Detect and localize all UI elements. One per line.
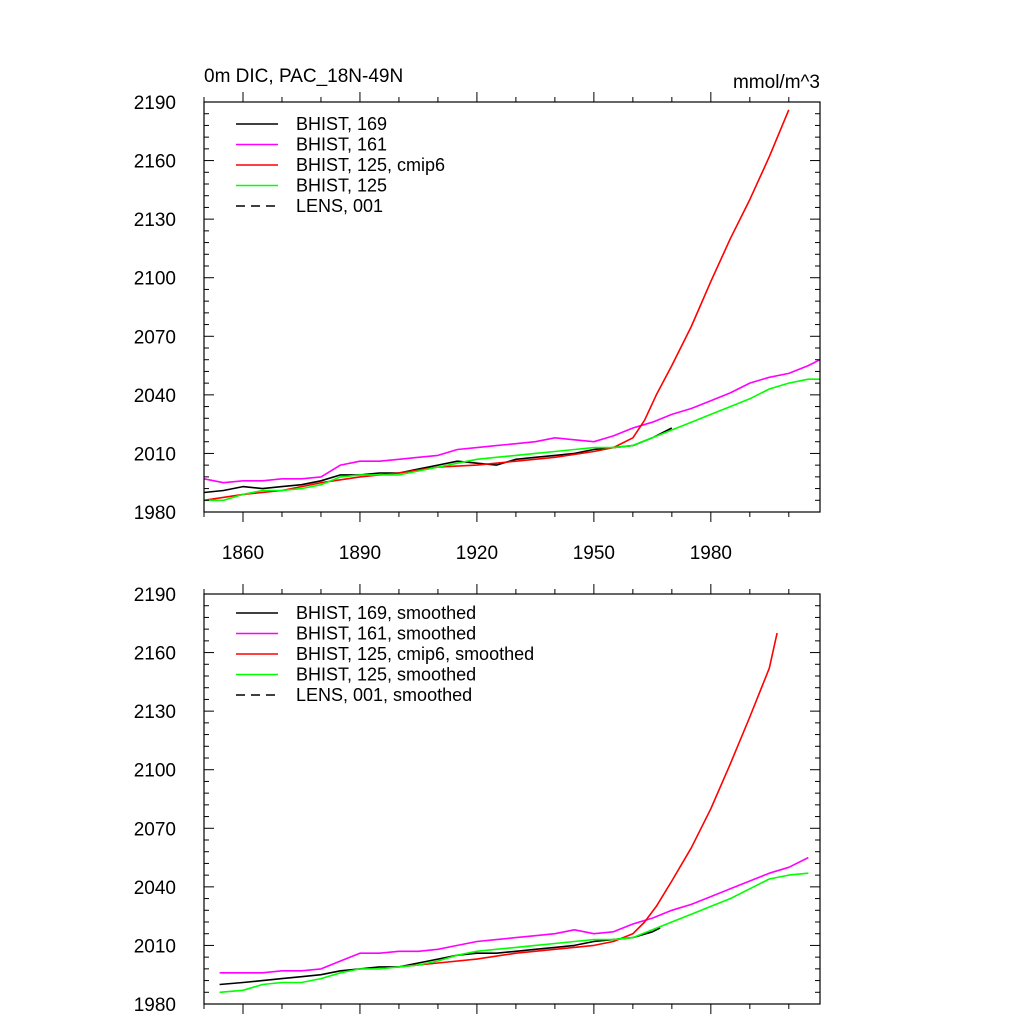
chart-0-series-line-2: [203, 109, 790, 502]
chart-1-legend-label-3: BHIST, 125, smoothed: [296, 665, 476, 685]
chart-1-legend-label-2: BHIST, 125, cmip6, smoothed: [296, 644, 534, 664]
chart-0-y-tick-label-6: 2160: [134, 152, 176, 173]
chart-0-x-tick-label-4: 1980: [690, 543, 732, 564]
chart-0-legend-label-3: BHIST, 125: [296, 176, 387, 196]
chart-0-x-tick-label-1: 1890: [339, 543, 381, 564]
chart-1-y-tick-label-7: 2190: [134, 585, 176, 606]
chart-1-plot-frame: [203, 593, 821, 1005]
chart-0-legend-label-4: LENS, 001: [296, 196, 383, 216]
chart-1-series-line-2: [398, 632, 778, 968]
chart-1-series-line-0: [219, 927, 661, 986]
chart-0-series-line-1: [203, 358, 821, 484]
chart-0-y-tick-label-2: 2040: [134, 386, 176, 407]
chart-1-y-tick-label-0: 1980: [134, 995, 176, 1016]
chart-0-x-tick-label-3: 1950: [573, 543, 615, 564]
chart-1-y-tick-label-4: 2100: [134, 761, 176, 782]
chart-0-series-line-0: [203, 427, 673, 494]
chart-0-x-tick-label-2: 1920: [456, 543, 498, 564]
chart-1-legend-label-4: LENS, 001, smoothed: [296, 685, 472, 705]
chart-0-y-tick-label-5: 2130: [134, 210, 176, 231]
chart-1-y-tick-label-3: 2070: [134, 819, 176, 840]
chart-1-y-tick-label-2: 2040: [134, 878, 176, 899]
chart-0-y-tick-label-4: 2100: [134, 269, 176, 290]
chart-0-y-tick-label-1: 2010: [134, 444, 176, 465]
chart-0-y-tick-label-7: 2190: [134, 93, 176, 114]
chart-panel-top: 1980 2010 2040 2070 2100 2130 2160 2190 1860 1890…: [134, 66, 821, 564]
chart-0-legend-label-0: BHIST, 169: [296, 114, 387, 134]
chart-0-y-tick-label-3: 2070: [134, 327, 176, 348]
chart-panel-bottom: 1980 2010 2040 2070 2100 2130 2160 2190 BHIST, 1…: [134, 584, 821, 1016]
chart-1-series-line-3: [219, 872, 809, 994]
chart-1-legend-label-0: BHIST, 169, smoothed: [296, 603, 476, 623]
chart-1-y-tick-label-6: 2160: [134, 644, 176, 665]
chart-1-y-tick-label-1: 2010: [134, 936, 176, 957]
chart-1-series-line-1: [219, 856, 809, 974]
chart-0-series-line-3: [204, 378, 820, 502]
chart-0-x-tick-label-0: 1860: [222, 543, 264, 564]
chart-1-y-tick-label-5: 2130: [134, 702, 176, 723]
chart-0-legend-label-2: BHIST, 125, cmip6: [296, 155, 445, 175]
chart-0-legend-label-1: BHIST, 161: [296, 135, 387, 155]
chart-0-y-tick-label-0: 1980: [134, 503, 176, 524]
chart-0-plot-frame: [203, 101, 821, 513]
chart-0-units-label: mmol/m^3: [733, 72, 820, 93]
chart-0-title: 0m DIC, PAC_18N-49N: [204, 66, 403, 87]
chart-1-legend-label-1: BHIST, 161, smoothed: [296, 624, 476, 644]
